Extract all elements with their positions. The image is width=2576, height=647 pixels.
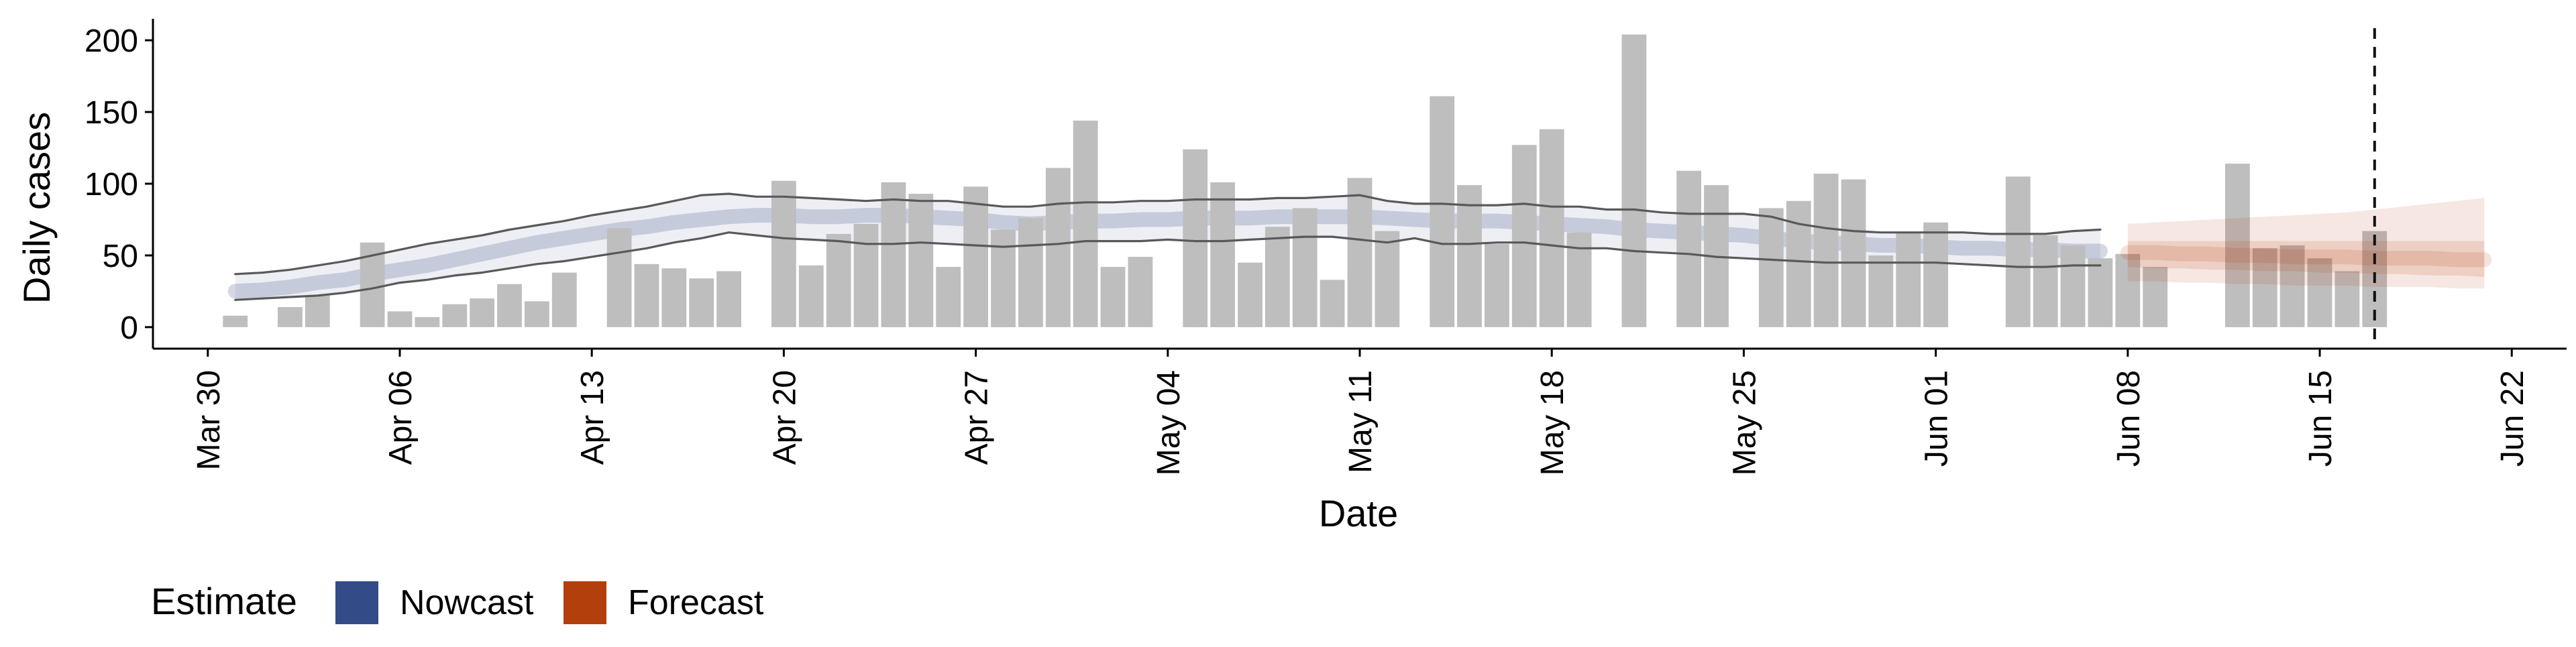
- legend-key-nowcast: [335, 581, 378, 624]
- bars-layer: [223, 34, 2387, 327]
- forecast-median-line: [2120, 245, 2492, 268]
- case-bar: [771, 180, 796, 327]
- case-bar: [1485, 243, 1509, 327]
- legend: Estimate Nowcast Forecast: [151, 580, 764, 624]
- y-tick-label: 200: [85, 23, 138, 59]
- case-bar: [1758, 208, 1784, 327]
- case-bar: [278, 307, 303, 327]
- case-bar: [1073, 120, 1098, 327]
- x-tick-label: Jun 15: [2303, 370, 2339, 467]
- case-bar: [1813, 174, 1839, 327]
- case-bar: [2334, 271, 2360, 327]
- case-bar: [2252, 248, 2277, 327]
- case-bar: [798, 265, 824, 327]
- case-bar: [881, 182, 906, 327]
- y-axis-title: Daily cases: [15, 112, 58, 304]
- case-bar: [991, 229, 1016, 327]
- case-bar: [442, 304, 468, 327]
- case-bar: [223, 315, 248, 327]
- case-bar: [1457, 185, 1482, 327]
- x-tick-label: Apr 20: [767, 370, 802, 465]
- case-bar: [1896, 232, 1921, 327]
- x-tick-label: Apr 27: [959, 370, 995, 465]
- case-bar: [551, 272, 577, 327]
- x-tick-label: May 25: [1727, 370, 1762, 475]
- case-bar: [1868, 255, 1894, 327]
- case-bar: [826, 233, 851, 327]
- case-bar: [2279, 245, 2305, 327]
- x-tick-label: May 18: [1535, 370, 1570, 475]
- x-tick-label: Jun 22: [2495, 370, 2530, 467]
- case-bar: [1539, 129, 1564, 327]
- case-bar: [2005, 176, 2031, 327]
- x-tick-label: Jun 08: [2111, 370, 2147, 467]
- case-bar: [2060, 245, 2086, 327]
- case-bar: [606, 228, 632, 327]
- case-bar: [305, 295, 330, 327]
- case-bar: [415, 316, 440, 327]
- case-bar: [1128, 257, 1153, 327]
- case-bar: [963, 186, 988, 327]
- case-bar: [2088, 258, 2113, 327]
- case-bar: [634, 263, 659, 327]
- case-bar: [1347, 178, 1373, 327]
- case-bar: [1621, 34, 1647, 327]
- case-bar: [1430, 96, 1455, 327]
- case-bar: [908, 194, 934, 327]
- forecast-layer: [2120, 198, 2492, 289]
- forecast-50-band: [2127, 241, 2485, 277]
- x-tick-label: Mar 30: [191, 370, 227, 470]
- case-bar: [716, 271, 741, 327]
- case-bar: [470, 298, 494, 327]
- case-bar: [689, 278, 714, 327]
- case-bar: [1786, 200, 1811, 327]
- x-tick-label: May 04: [1151, 370, 1187, 475]
- case-bar: [936, 267, 961, 327]
- case-bar: [2225, 164, 2250, 327]
- legend-label-forecast: Forecast: [628, 583, 764, 622]
- case-bar: [2143, 267, 2168, 327]
- forecast-90-band: [2127, 198, 2485, 289]
- case-bar: [2033, 235, 2058, 327]
- case-bar: [2115, 253, 2141, 327]
- case-bar: [661, 268, 687, 327]
- y-tick-label: 150: [85, 95, 138, 131]
- case-bar: [1183, 149, 1208, 327]
- nowcast-upper-line: [234, 192, 2102, 276]
- legend-label-nowcast: Nowcast: [400, 583, 534, 622]
- case-bar: [1265, 227, 1290, 327]
- case-bar: [1238, 262, 1263, 327]
- case-bar: [1676, 170, 1701, 327]
- case-bar: [1841, 179, 1866, 327]
- x-axis-title: Date: [1319, 492, 1398, 534]
- nowcast-lower-line: [234, 231, 2102, 301]
- case-bar: [387, 311, 413, 327]
- y-tick-label: 50: [103, 239, 138, 274]
- case-bar: [1375, 231, 1400, 327]
- case-bar: [1292, 208, 1318, 327]
- case-bar: [1210, 182, 1235, 327]
- case-bar: [1923, 222, 1948, 327]
- x-tick-label: Apr 13: [575, 370, 610, 465]
- case-bar: [1018, 218, 1043, 327]
- case-bar: [525, 301, 549, 327]
- y-tick-label: 100: [85, 167, 138, 202]
- case-bar: [497, 284, 522, 327]
- legend-title: Estimate: [151, 580, 297, 622]
- x-tick-label: May 11: [1343, 370, 1379, 473]
- case-bar: [1511, 145, 1537, 327]
- case-bar: [2307, 258, 2332, 327]
- case-bar: [1320, 280, 1345, 327]
- y-tick-label: 0: [120, 310, 138, 346]
- x-tick-label: Jun 01: [1919, 370, 1955, 467]
- axes-layer: 0 50 100 150 200 Mar 30 Apr 06 Apr 13 Apr 20 Apr …: [85, 19, 2567, 475]
- case-bar: [1100, 267, 1126, 327]
- case-bar: [853, 223, 879, 327]
- legend-key-forecast: [564, 581, 606, 624]
- case-bar: [1045, 168, 1071, 327]
- x-tick-label: Apr 06: [383, 370, 419, 465]
